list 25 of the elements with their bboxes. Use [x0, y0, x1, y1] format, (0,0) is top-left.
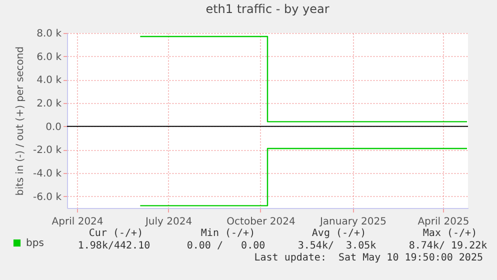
x-tick-label: July 2024 [144, 216, 192, 228]
x-tick-label: October 2024 [226, 216, 296, 228]
legend-label: bps [26, 238, 44, 249]
text: Min (-/+) [200, 228, 256, 239]
text: Avg (-/+) [312, 228, 366, 239]
y-tick-label: 4.0 k [36, 75, 62, 86]
y-tick-label: 8.0 k [36, 28, 62, 40]
chart-title: eth1 traffic - by year [206, 2, 330, 16]
y-tick-label: -2.0 k [33, 145, 62, 156]
text: 0.00 / 0.00 [186, 240, 266, 252]
y-tick-label: 6.0 k [36, 52, 62, 63]
text: 3.54k/ 3.05k [298, 240, 376, 252]
y-axis-title: bits in (-) / out (+) per second [15, 46, 26, 196]
text: 8.74k/ 19.22k [408, 240, 488, 252]
y-tick-label: 2.0 k [36, 98, 62, 110]
text: 1.98k/442.10 [78, 240, 150, 252]
y-tick-label: -6.0 k [33, 192, 62, 203]
y-tick-label: 0.0 [46, 122, 62, 133]
x-tick-label: April 2024 [52, 216, 104, 228]
text: Last update: Sat May 10 19:50:00 2025 [254, 252, 483, 264]
x-tick-label: January 2025 [318, 216, 386, 228]
text: Cur (-/+) [88, 228, 144, 239]
text: Max (-/+) [422, 228, 478, 239]
x-tick-label: April 2025 [418, 216, 470, 228]
y-tick-label: -4.0 k [33, 168, 62, 180]
